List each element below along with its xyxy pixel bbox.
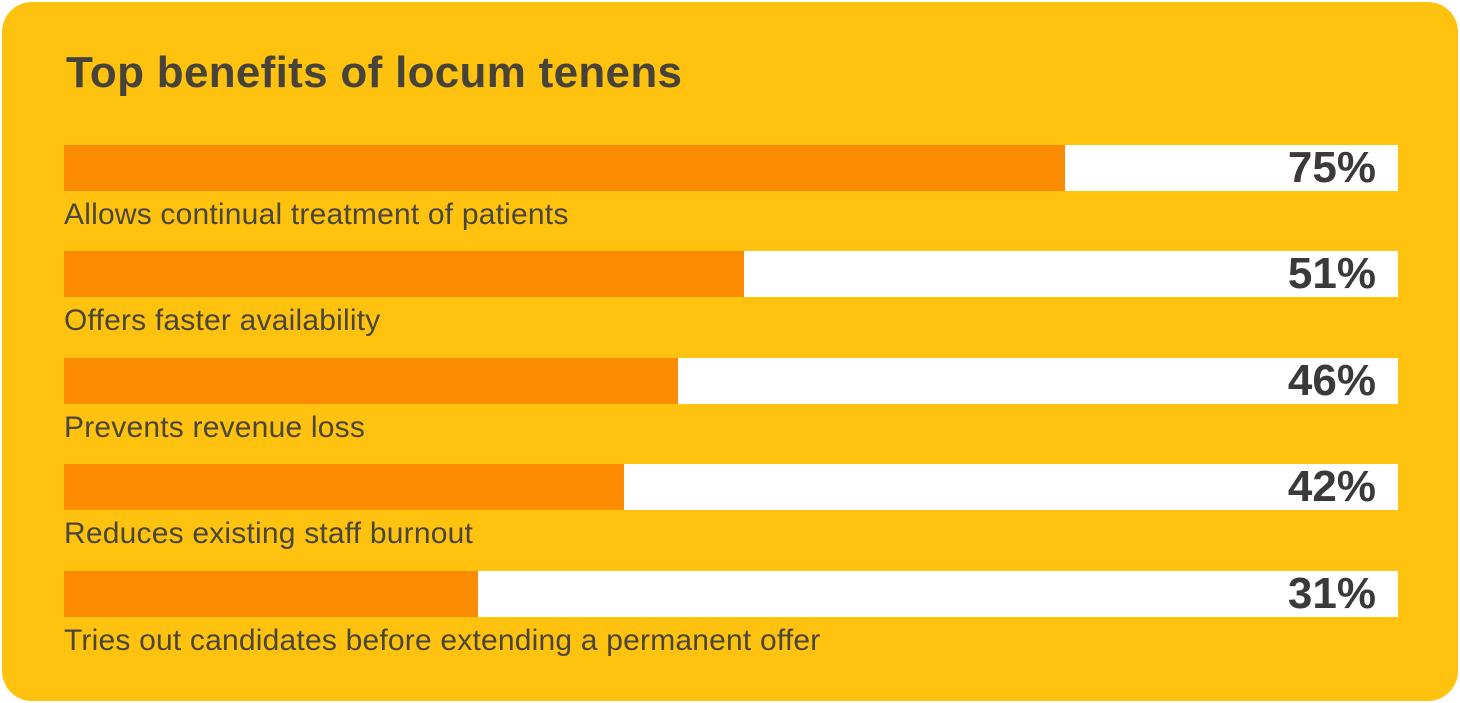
bar-fill bbox=[64, 570, 478, 617]
bar-category-label: Reduces existing staff burnout bbox=[64, 517, 474, 551]
bar-category-label: Allows continual treatment of patients bbox=[64, 197, 569, 231]
bar-row: 51% Offers faster availability bbox=[64, 251, 1398, 339]
bar-category-label: Offers faster availability bbox=[64, 304, 381, 338]
bar-fill bbox=[64, 357, 678, 404]
bar-value-label: 51% bbox=[1287, 249, 1376, 299]
bar-value-label: 75% bbox=[1287, 142, 1376, 192]
bar-chart: 75% Allows continual treatment of patien… bbox=[64, 142, 1398, 659]
bar-track: 46% bbox=[64, 355, 1398, 405]
bar-track: 42% bbox=[64, 462, 1398, 512]
bar-row: 46% Prevents revenue loss bbox=[64, 355, 1398, 446]
bar-fill bbox=[64, 144, 1065, 191]
bar-track: 75% bbox=[64, 142, 1398, 192]
bar-fill bbox=[64, 251, 745, 298]
bar-row: 31% Tries out candidates before extendin… bbox=[64, 568, 1398, 659]
bar-fill bbox=[64, 464, 625, 511]
chart-title: Top benefits of locum tenens bbox=[66, 48, 683, 97]
bar-category-label: Prevents revenue loss bbox=[64, 410, 366, 444]
bar-category-label: Tries out candidates before extending a … bbox=[64, 623, 821, 657]
bar-value-label: 42% bbox=[1287, 462, 1376, 512]
bar-row: 75% Allows continual treatment of patien… bbox=[64, 142, 1398, 233]
bar-track: 31% bbox=[64, 568, 1398, 618]
bar-row: 42% Reduces existing staff burnout bbox=[64, 464, 1398, 552]
bar-value-label: 31% bbox=[1287, 568, 1376, 618]
bar-value-label: 46% bbox=[1287, 355, 1376, 405]
bar-track: 51% bbox=[64, 249, 1398, 299]
